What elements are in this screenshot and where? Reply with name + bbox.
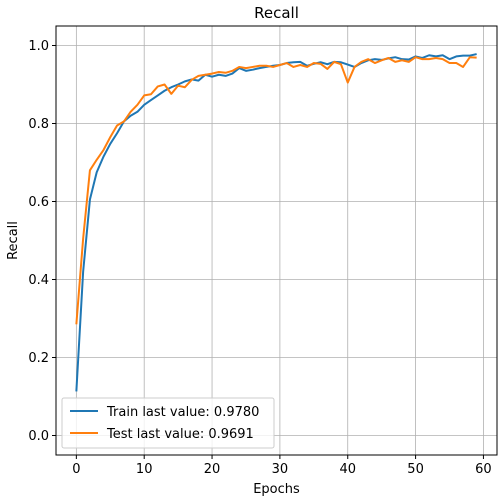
- y-tick-label: 0.0: [28, 429, 49, 444]
- legend: Train last value: 0.9780 Test last value…: [61, 397, 275, 449]
- x-axis-label: Epochs: [253, 482, 300, 497]
- lines-layer: [75, 53, 477, 392]
- x-tick-label: 40: [339, 462, 356, 477]
- x-tick-label: 60: [475, 462, 492, 477]
- y-tick-label: 1.0: [28, 39, 49, 54]
- x-tick-label: 50: [407, 462, 424, 477]
- y-tick-label: 0.6: [28, 195, 49, 210]
- plot-frame: [55, 25, 498, 456]
- ticks-layer: 0 10 20 30 40 50 60 0.0 0.2 0.4 0.6 0.8 1.0: [28, 39, 491, 477]
- grid-layer: [56, 26, 497, 455]
- chart-title: Recall: [254, 4, 299, 22]
- y-tick-label: 0.8: [28, 117, 49, 132]
- legend-box: [61, 397, 275, 449]
- x-tick-label: 0: [72, 462, 80, 477]
- y-tick-label: 0.4: [28, 273, 49, 288]
- legend-label-test: Test last value: 0.9691: [106, 427, 254, 442]
- series-line-test: [75, 56, 477, 325]
- x-tick-label: 10: [136, 462, 153, 477]
- legend-label-train: Train last value: 0.9780: [106, 405, 259, 420]
- y-tick-label: 0.2: [28, 351, 49, 366]
- x-tick-label: 20: [204, 462, 221, 477]
- y-axis-label: Recall: [6, 221, 21, 260]
- x-tick-label: 30: [272, 462, 289, 477]
